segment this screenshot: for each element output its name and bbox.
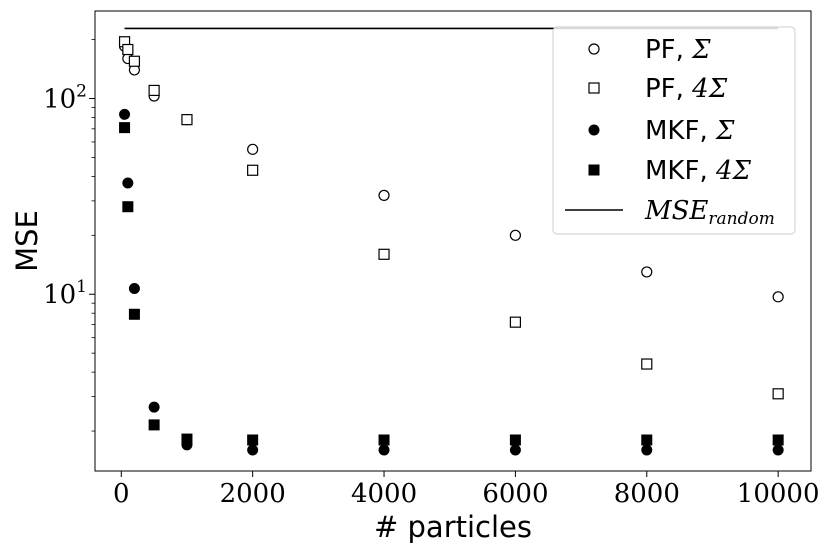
- point-pf-sigma: [641, 266, 653, 278]
- y-tick-label: 101: [43, 277, 87, 310]
- point-mkf-sigma: [378, 444, 390, 456]
- point-pf-sigma: [378, 189, 390, 201]
- y-axis: 101 102: [43, 39, 95, 432]
- point-pf-4sigma: [128, 55, 141, 67]
- point-pf-4sigma: [247, 164, 259, 176]
- x-axis: 0 2000 4000 6000 8000 10000: [113, 471, 820, 509]
- point-mkf-4sigma: [772, 434, 784, 446]
- y-tick-label: 102: [43, 82, 87, 115]
- point-mkf-sigma: [148, 401, 160, 413]
- point-mkf-sigma: [772, 444, 784, 456]
- legend-box: [552, 26, 796, 235]
- point-pf-sigma: [509, 229, 522, 241]
- point-mkf-sigma: [128, 282, 140, 294]
- point-mkf-4sigma: [119, 122, 131, 134]
- point-mkf-sigma: [122, 177, 134, 189]
- x-tick-label: 6000: [482, 479, 548, 509]
- legend-label-mkf-4sigma: MKF, 4Σ: [645, 156, 752, 186]
- legend-marker-pf-4sigma: [588, 82, 600, 94]
- point-pf-4sigma: [641, 358, 653, 370]
- legend: PF, Σ PF, 4Σ MKF, Σ MKF, 4Σ MSErandom: [552, 26, 796, 235]
- plot-area-frame: [94, 10, 812, 472]
- legend-marker-mkf-sigma: [588, 124, 600, 136]
- point-pf-4sigma: [148, 84, 160, 97]
- point-mkf-4sigma: [122, 201, 134, 213]
- legend-label-pf-sigma: PF, Σ: [645, 35, 711, 65]
- x-tick-label: 2000: [220, 479, 286, 509]
- point-pf-4sigma: [772, 388, 784, 400]
- legend-marker-mkf-4sigma: [588, 164, 600, 176]
- legend-label-mkf-sigma: MKF, Σ: [645, 116, 735, 146]
- point-pf-4sigma: [181, 114, 193, 126]
- x-tick-label: 0: [113, 479, 130, 509]
- legend-label-pf-4sigma: PF, 4Σ: [645, 74, 728, 104]
- point-pf-sigma: [772, 291, 784, 303]
- point-mkf-sigma: [641, 444, 653, 456]
- point-mkf-4sigma: [378, 434, 390, 446]
- point-mkf-4sigma: [148, 419, 160, 431]
- point-mkf-sigma: [509, 444, 521, 456]
- point-mkf-4sigma: [247, 434, 259, 446]
- point-mkf-4sigma: [128, 308, 140, 320]
- point-mkf-4sigma: [181, 433, 193, 445]
- point-pf-sigma: [247, 143, 259, 155]
- point-pf-4sigma: [509, 316, 522, 328]
- legend-marker-pf-sigma: [588, 43, 600, 55]
- legend-label-mse-random: MSErandom: [644, 196, 775, 229]
- point-pf-4sigma: [378, 248, 390, 260]
- x-axis-label: # particles: [374, 510, 532, 544]
- point-mkf-4sigma: [641, 434, 653, 446]
- point-pf-4sigma: [122, 43, 134, 56]
- point-mkf-sigma: [247, 444, 259, 456]
- point-mkf-4sigma: [509, 434, 521, 446]
- x-tick-label: 4000: [351, 479, 417, 509]
- x-tick-label: 10000: [737, 479, 820, 509]
- x-tick-label: 8000: [614, 479, 680, 509]
- y-axis-label: MSE: [10, 210, 44, 272]
- point-mkf-sigma: [119, 108, 131, 120]
